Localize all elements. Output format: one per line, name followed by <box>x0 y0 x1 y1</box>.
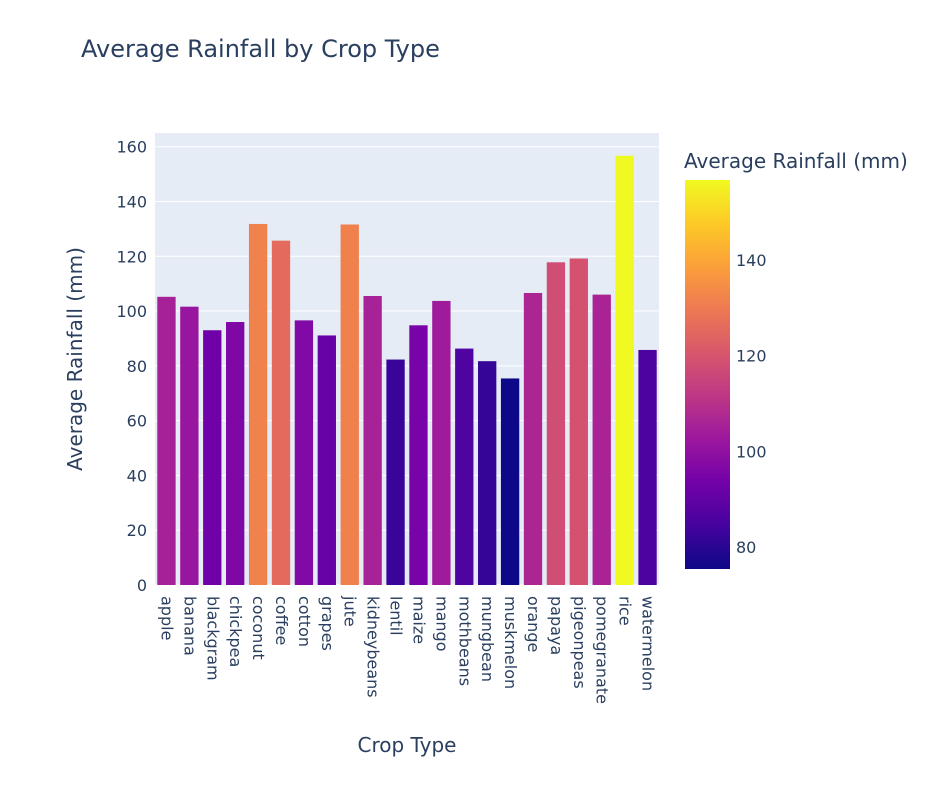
x-tick-label: papaya <box>547 596 566 655</box>
x-tick-label: kidneybeans <box>364 596 383 698</box>
colorbar-tick-labels: 80 100 120 140 <box>736 251 767 557</box>
bar-coffee[interactable] <box>271 240 291 585</box>
y-axis-title: Average Rainfall (mm) <box>63 247 87 471</box>
bar-apple[interactable] <box>157 296 176 585</box>
x-tick-label: rice <box>616 596 635 626</box>
x-tick-label: pigeonpeas <box>570 596 589 689</box>
bar-blackgram[interactable] <box>203 330 222 585</box>
bar-muskmelon[interactable] <box>500 378 520 585</box>
chart-title: Average Rainfall by Crop Type <box>81 35 440 63</box>
x-tick-label: maize <box>409 596 428 644</box>
x-tick-label: cotton <box>295 596 314 647</box>
bar-banana[interactable] <box>180 306 199 585</box>
bar-coconut[interactable] <box>248 223 268 585</box>
x-tick-label: apple <box>157 596 176 640</box>
bar-mungbean[interactable] <box>478 361 497 585</box>
y-tick-label: 40 <box>127 466 147 485</box>
colorbar-title: Average Rainfall (mm) <box>684 149 908 173</box>
x-tick-label: grapes <box>318 596 337 651</box>
colorbar-tick-label: 100 <box>736 442 767 461</box>
colorbar-tick-label: 140 <box>736 251 767 270</box>
y-tick-label: 80 <box>127 357 147 376</box>
x-axis-title: Crop Type <box>358 733 457 757</box>
x-tick-label: chickpea <box>226 596 245 667</box>
bar-watermelon[interactable] <box>638 349 657 585</box>
y-tick-labels: 0 20 40 60 80 100 120 140 160 <box>116 138 147 595</box>
y-tick-label: 140 <box>116 192 147 211</box>
x-tick-label: mothbeans <box>455 596 474 686</box>
bar-mothbeans[interactable] <box>455 348 474 585</box>
x-tick-label: blackgram <box>203 596 222 681</box>
x-tick-labels: apple banana blackgram chickpea coconut coffe… <box>157 595 657 704</box>
y-tick-label: 100 <box>116 302 147 321</box>
x-tick-label: coconut <box>249 596 268 660</box>
bar-pigeonpeas[interactable] <box>569 258 588 585</box>
bar-papaya[interactable] <box>546 262 566 585</box>
bar-mango[interactable] <box>432 300 451 585</box>
y-tick-label: 160 <box>116 138 147 157</box>
bar-pomegranate[interactable] <box>592 294 611 585</box>
y-tick-label: 0 <box>137 576 147 595</box>
x-tick-label: pomegranate <box>593 596 612 704</box>
x-tick-label: mango <box>432 596 451 651</box>
colorbar-tick-label: 80 <box>736 538 756 557</box>
y-tick-label: 60 <box>127 412 147 431</box>
bar-lentil[interactable] <box>386 359 405 585</box>
bar-maize[interactable] <box>409 325 428 585</box>
bar-grapes[interactable] <box>317 335 336 585</box>
bar-kidneybeans[interactable] <box>363 295 382 585</box>
x-tick-label: muskmelon <box>501 596 520 689</box>
x-tick-label: coffee <box>272 596 291 645</box>
x-tick-label: lentil <box>387 596 406 636</box>
x-tick-label: mungbean <box>478 596 497 682</box>
colorbar-tick-label: 120 <box>736 347 767 366</box>
bar-jute[interactable] <box>340 224 359 585</box>
x-tick-label: orange <box>524 596 543 652</box>
bar-cotton[interactable] <box>294 320 314 585</box>
x-tick-label: banana <box>180 596 199 656</box>
x-tick-label: jute <box>341 595 360 627</box>
y-tick-label: 120 <box>116 247 147 266</box>
colorbar <box>685 180 730 569</box>
y-tick-label: 20 <box>127 521 147 540</box>
bar-rice[interactable] <box>615 155 634 585</box>
bar-orange[interactable] <box>523 292 543 585</box>
bar-chickpea[interactable] <box>226 322 245 585</box>
bars-group <box>157 155 657 585</box>
x-tick-label: watermelon <box>639 596 658 691</box>
